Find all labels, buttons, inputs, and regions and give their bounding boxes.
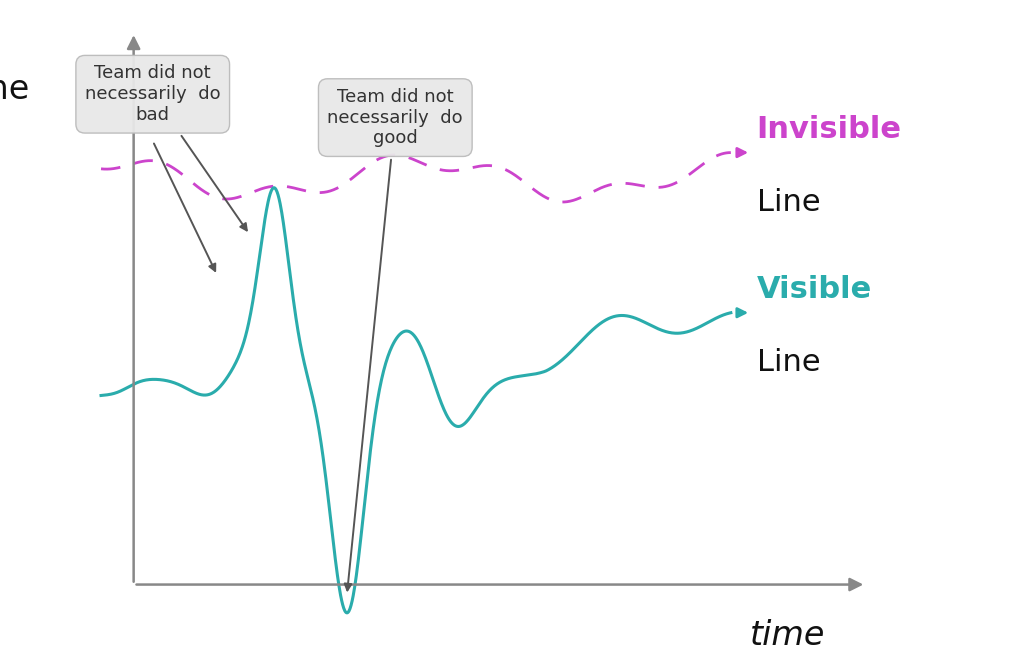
Text: Line: Line <box>756 348 820 377</box>
Text: Volume: Volume <box>0 73 30 105</box>
Text: time: time <box>749 619 825 652</box>
Text: Invisible: Invisible <box>756 115 901 144</box>
Text: Team did not
necessarily  do
good: Team did not necessarily do good <box>328 88 463 590</box>
Text: Visible: Visible <box>756 275 872 304</box>
Text: Line: Line <box>756 187 820 217</box>
Text: Team did not
necessarily  do
bad: Team did not necessarily do bad <box>85 65 246 230</box>
